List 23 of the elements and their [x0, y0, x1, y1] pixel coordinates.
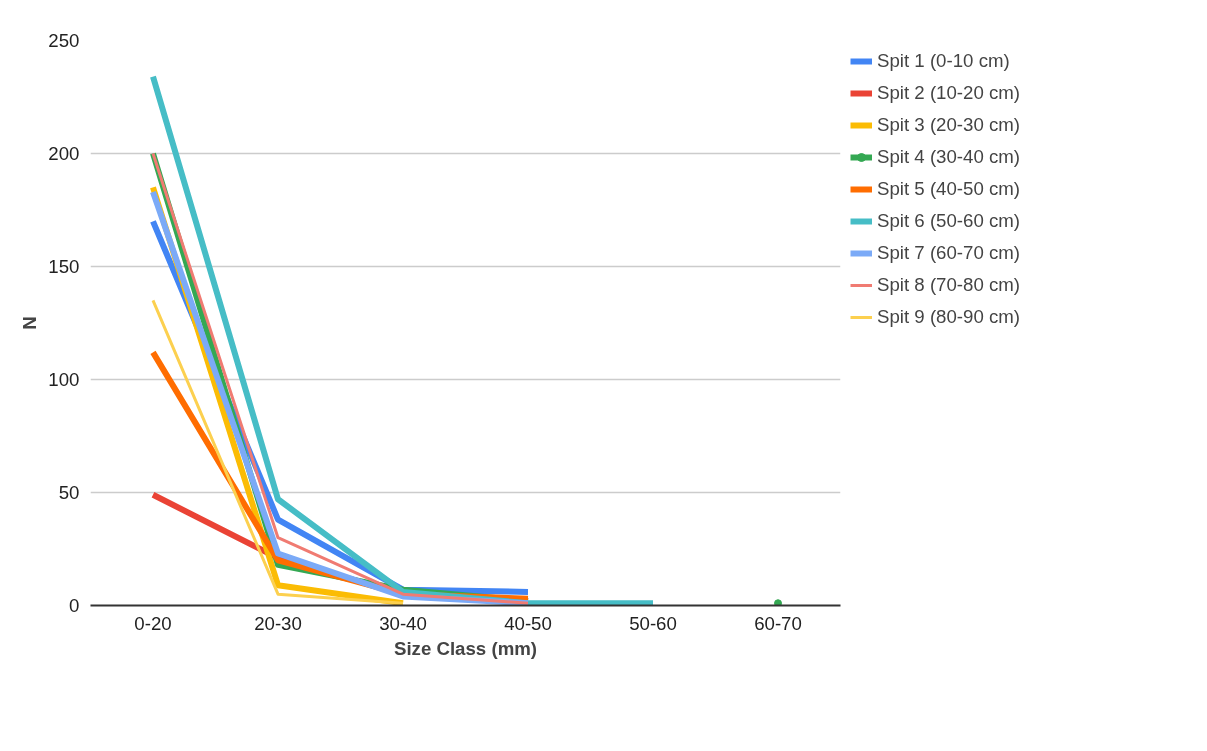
legend-label: Spit 9 (80-90 cm): [877, 306, 1021, 328]
y-tick-label: 100: [48, 369, 80, 390]
x-tick-label: 60-70: [754, 612, 802, 634]
y-tick-label: 200: [48, 143, 80, 164]
legend-label: Spit 2 (10-20 cm): [877, 82, 1021, 104]
x-tick-label: 50-60: [629, 612, 677, 634]
legend-label: Spit 5 (40-50 cm): [877, 178, 1021, 200]
legend-label: Spit 6 (50-60 cm): [877, 210, 1021, 232]
y-tick-label: 250: [48, 30, 80, 51]
y-tick-label: 150: [48, 256, 80, 277]
legend-label: Spit 7 (60-70 cm): [877, 242, 1021, 264]
legend-label: Spit 8 (70-80 cm): [877, 274, 1021, 296]
x-axis-title: Size Class (mm): [393, 637, 538, 659]
x-tick-label: 0-20: [134, 612, 172, 634]
x-tick-label: 30-40: [379, 612, 427, 634]
legend-label: Spit 4 (30-40 cm): [877, 146, 1021, 168]
x-tick-label: 40-50: [504, 612, 552, 634]
legend-label: Spit 1 (0-10 cm): [877, 50, 1010, 72]
legend-label: Spit 3 (20-30 cm): [877, 114, 1021, 136]
y-axis-title: N: [19, 316, 41, 330]
x-tick-label: 20-30: [254, 612, 302, 634]
y-tick-label: 50: [58, 482, 80, 503]
y-tick-label: 0: [69, 595, 80, 616]
